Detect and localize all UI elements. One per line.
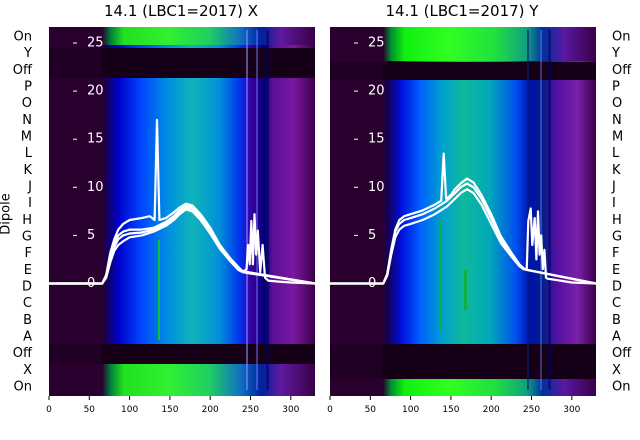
category-label: Y: [23, 46, 32, 61]
category-label: L: [25, 146, 33, 161]
category-label: J: [27, 180, 32, 195]
y-axis-label: Dipole: [0, 193, 14, 234]
category-label: H: [22, 213, 32, 228]
y-tick-label: 5: [368, 228, 376, 243]
category-label: I: [28, 196, 32, 211]
y-tick-label: 25: [368, 36, 385, 51]
x-tick-label: 250: [242, 405, 259, 415]
category-label: Off: [13, 346, 33, 361]
panel-y: 14.1 (LBC1=2017) Y 0 5 10 15 20 25 0 50 100 150 2…: [327, 2, 598, 415]
x-tick-label: 300: [282, 405, 299, 415]
category-label: On: [612, 380, 630, 395]
panel-x-title: 14.1 (LBC1=2017) X: [104, 2, 258, 20]
category-label: B: [23, 313, 32, 328]
category-label: E: [24, 263, 32, 278]
category-label: L: [612, 146, 620, 161]
category-label: On: [612, 30, 630, 45]
x-tick-label: 200: [202, 405, 219, 415]
x-tick-label: 100: [121, 405, 138, 415]
category-label: C: [612, 296, 621, 311]
category-label: F: [612, 246, 619, 261]
category-label: On: [14, 380, 32, 395]
x-tick-label: 0: [46, 405, 52, 415]
y-tick-label: 15: [87, 132, 104, 147]
category-label: N: [22, 113, 32, 128]
category-label: N: [612, 113, 622, 128]
x-tick-label: 250: [523, 405, 540, 415]
category-label: P: [612, 80, 620, 95]
y-tick-label: 10: [87, 180, 104, 195]
category-label: On: [14, 30, 32, 45]
x-tick-label: 300: [563, 405, 580, 415]
category-label: X: [612, 363, 621, 378]
series-line: [328, 188, 598, 285]
category-label: K: [612, 163, 621, 178]
category-label: O: [22, 96, 32, 111]
panel-x-lines: [47, 118, 317, 285]
series-line: [328, 152, 598, 285]
category-label: Off: [612, 63, 632, 78]
y-tick-label: 15: [368, 132, 385, 147]
panel-x-top-band: [49, 27, 315, 45]
panel-y-heatmap: [330, 27, 596, 396]
panel-y-lines: [328, 152, 598, 285]
category-label: D: [612, 280, 622, 295]
panel-y-x-ticks: 0 50 100 150 200 250 300: [327, 396, 581, 415]
category-label: A: [23, 330, 32, 345]
x-tick-label: 100: [402, 405, 419, 415]
category-label: B: [612, 313, 621, 328]
y-tick-label: 20: [87, 84, 104, 99]
x-tick-label: 0: [327, 405, 333, 415]
category-label: Off: [13, 63, 33, 78]
y-tick-label: 10: [368, 180, 385, 195]
category-label: X: [23, 363, 32, 378]
x-tick-label: 150: [161, 405, 178, 415]
category-label: H: [612, 213, 622, 228]
category-label: K: [23, 163, 32, 178]
category-label: C: [23, 296, 32, 311]
category-label: M: [21, 130, 32, 145]
category-label: Y: [611, 46, 620, 61]
category-label: F: [25, 246, 32, 261]
category-label: J: [611, 180, 616, 195]
category-label: O: [612, 96, 622, 111]
category-label: G: [22, 230, 32, 245]
panel-y-off-top: [330, 62, 596, 80]
panel-x-off-bottom: [49, 344, 315, 364]
panel-x-x-ticks: 0 50 100 150 200 250 300: [46, 396, 300, 415]
y-tick-label: 25: [87, 36, 104, 51]
category-label: Off: [612, 346, 632, 361]
series-line: [47, 206, 317, 285]
category-label: E: [612, 263, 620, 278]
x-tick-label: 50: [365, 405, 377, 415]
x-tick-label: 150: [442, 405, 459, 415]
category-label: I: [612, 196, 616, 211]
panel-y-bottom-band: [330, 379, 596, 396]
panel-x: 14.1 (LBC1=2017) X 0 5 10 15 20 25 0 50 100 150 2…: [46, 2, 317, 415]
y-tick-label: 5: [87, 228, 95, 243]
panel-y-title: 14.1 (LBC1=2017) Y: [386, 2, 540, 20]
series-line: [47, 118, 317, 285]
x-tick-label: 50: [84, 405, 96, 415]
category-label: M: [612, 130, 623, 145]
category-label: A: [612, 330, 621, 345]
category-label: P: [24, 80, 32, 95]
category-label: D: [22, 280, 32, 295]
y-tick-label: 20: [368, 84, 385, 99]
category-label: G: [612, 230, 622, 245]
panel-x-heatmap: [49, 27, 315, 396]
x-tick-label: 200: [483, 405, 500, 415]
